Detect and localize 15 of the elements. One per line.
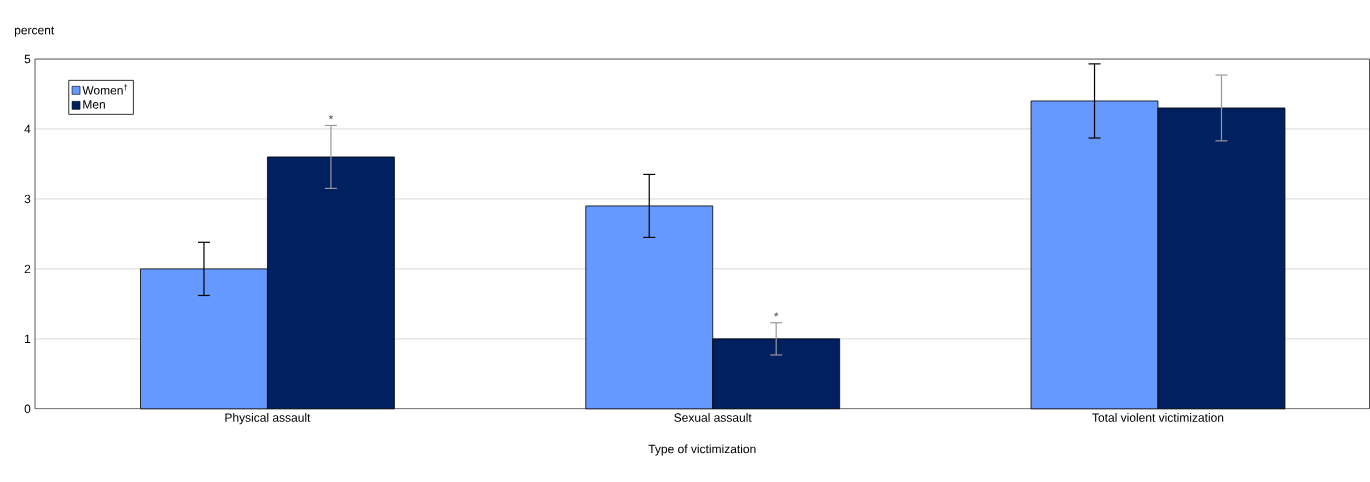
y-tick-label: 2 xyxy=(24,264,31,274)
x-tick-label: Physical assault xyxy=(225,413,311,425)
x-axis-title: Type of victimization xyxy=(648,444,756,456)
x-tick-label: Total violent victimization xyxy=(1092,413,1224,422)
y-tick-label: 4 xyxy=(24,124,31,134)
y-tick-label: 1 xyxy=(25,334,31,344)
legend-label: Women$^{†}$ xyxy=(82,84,128,95)
y-tick-label: 0 xyxy=(24,404,31,414)
y-axis-title: percent xyxy=(14,26,55,37)
legend-label: Men xyxy=(83,100,105,109)
x-tick-label: Sexual assault xyxy=(674,413,752,422)
y-tick-label: 5 xyxy=(24,54,31,64)
data-label: * xyxy=(328,115,334,120)
y-tick-label: 3 xyxy=(24,194,31,204)
data-label: * xyxy=(774,312,779,317)
